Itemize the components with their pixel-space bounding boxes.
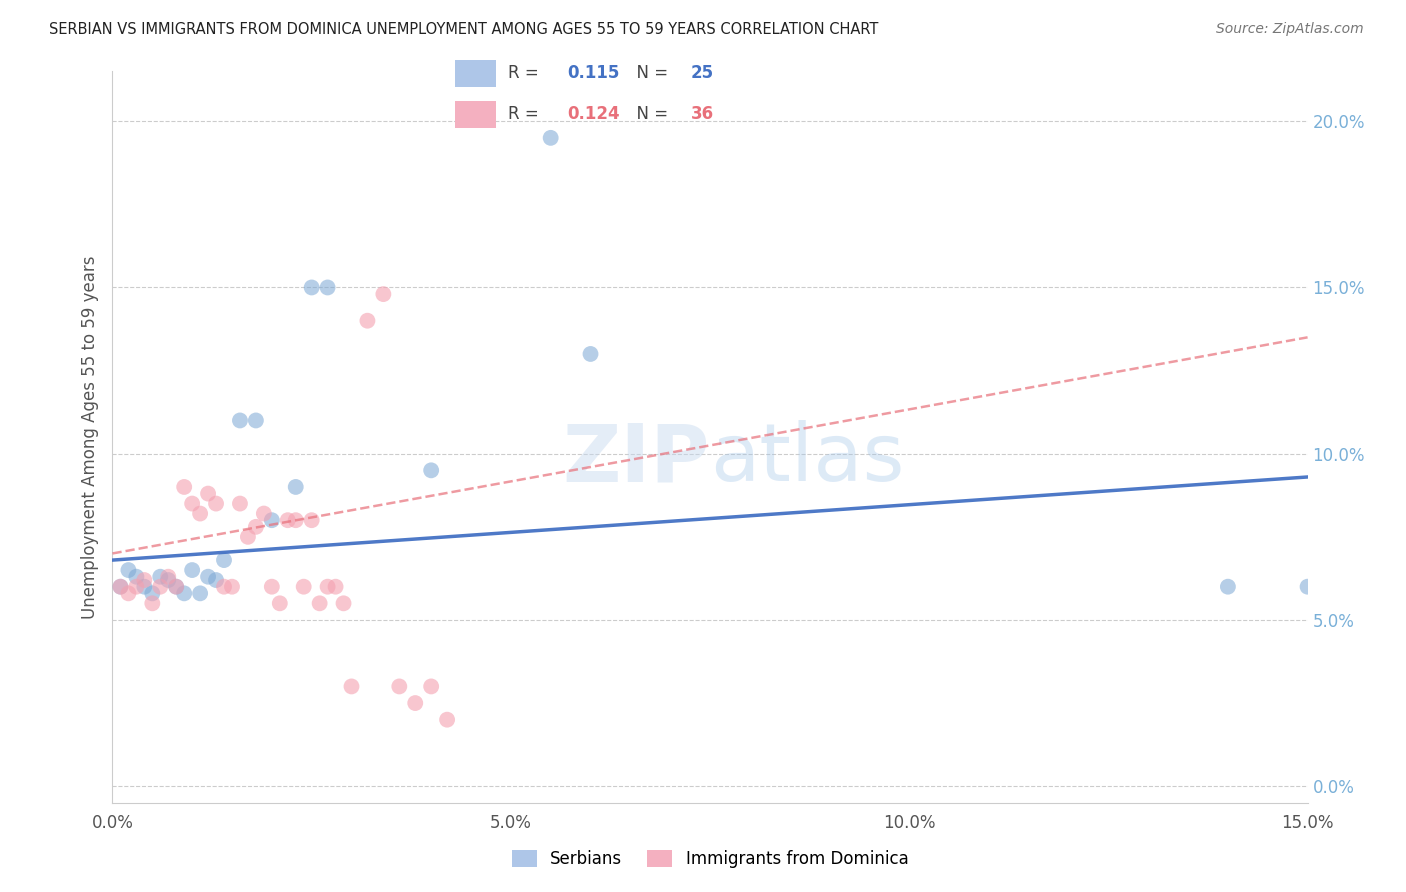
Point xyxy=(253,507,276,521)
Point xyxy=(245,520,267,534)
Point xyxy=(117,586,139,600)
Point xyxy=(260,513,283,527)
Text: ZIP: ZIP xyxy=(562,420,710,498)
Point xyxy=(420,680,443,694)
Text: atlas: atlas xyxy=(710,420,904,498)
Point xyxy=(173,480,195,494)
Point xyxy=(134,573,156,587)
Point xyxy=(316,580,339,594)
Point xyxy=(165,580,187,594)
Point xyxy=(404,696,426,710)
Point xyxy=(157,573,180,587)
Text: R =: R = xyxy=(508,64,544,82)
Point xyxy=(260,580,283,594)
Point xyxy=(197,570,219,584)
Point xyxy=(173,586,195,600)
Point xyxy=(301,513,323,527)
Point xyxy=(388,680,411,694)
Point xyxy=(236,530,259,544)
Point xyxy=(356,314,378,328)
Point xyxy=(245,413,267,427)
Point xyxy=(165,580,187,594)
Point xyxy=(188,507,211,521)
Point xyxy=(1216,580,1239,594)
Point xyxy=(110,580,132,594)
Legend: Serbians, Immigrants from Dominica: Serbians, Immigrants from Dominica xyxy=(505,844,915,875)
Point xyxy=(212,553,235,567)
Point xyxy=(181,497,204,511)
Point xyxy=(332,596,354,610)
Point xyxy=(292,580,315,594)
Point xyxy=(110,580,132,594)
Point xyxy=(340,680,363,694)
Point xyxy=(373,287,395,301)
Point xyxy=(579,347,602,361)
Text: 25: 25 xyxy=(690,64,714,82)
Point xyxy=(212,580,235,594)
Point xyxy=(149,570,172,584)
Point xyxy=(134,580,156,594)
Text: Source: ZipAtlas.com: Source: ZipAtlas.com xyxy=(1216,22,1364,37)
Point xyxy=(229,413,252,427)
Point xyxy=(229,497,252,511)
Text: SERBIAN VS IMMIGRANTS FROM DOMINICA UNEMPLOYMENT AMONG AGES 55 TO 59 YEARS CORRE: SERBIAN VS IMMIGRANTS FROM DOMINICA UNEM… xyxy=(49,22,879,37)
Text: 36: 36 xyxy=(690,105,714,123)
Text: 0.115: 0.115 xyxy=(567,64,619,82)
Point xyxy=(117,563,139,577)
Point xyxy=(221,580,243,594)
Text: R =: R = xyxy=(508,105,544,123)
Point xyxy=(149,580,172,594)
Point xyxy=(157,570,180,584)
Point xyxy=(141,586,163,600)
Point xyxy=(325,580,347,594)
Point xyxy=(205,573,228,587)
Point xyxy=(436,713,458,727)
FancyBboxPatch shape xyxy=(454,101,496,128)
Point xyxy=(316,280,339,294)
Point xyxy=(540,131,562,145)
Point xyxy=(420,463,443,477)
Point xyxy=(277,513,299,527)
Point xyxy=(284,513,307,527)
FancyBboxPatch shape xyxy=(454,60,496,87)
Point xyxy=(301,280,323,294)
Text: N =: N = xyxy=(626,64,673,82)
Point xyxy=(269,596,291,610)
Point xyxy=(205,497,228,511)
Point xyxy=(284,480,307,494)
Point xyxy=(141,596,163,610)
Point xyxy=(181,563,204,577)
Point xyxy=(1296,580,1319,594)
Point xyxy=(188,586,211,600)
Point xyxy=(125,580,148,594)
Point xyxy=(125,570,148,584)
Text: 0.124: 0.124 xyxy=(567,105,620,123)
Point xyxy=(197,486,219,500)
Point xyxy=(308,596,330,610)
Y-axis label: Unemployment Among Ages 55 to 59 years: Unemployment Among Ages 55 to 59 years xyxy=(80,255,98,619)
Text: N =: N = xyxy=(626,105,673,123)
